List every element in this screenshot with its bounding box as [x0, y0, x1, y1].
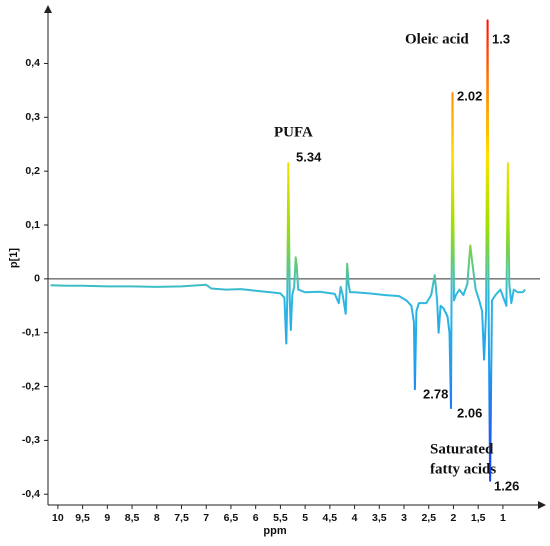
- annotation: 1.26: [494, 478, 519, 493]
- x-tick-label: 7: [203, 512, 209, 524]
- x-tick-label: 5,5: [273, 512, 288, 524]
- x-tick-label: 9,5: [75, 512, 90, 524]
- annotation: fatty acids: [430, 461, 496, 477]
- x-tick-label: 10: [52, 512, 64, 524]
- y-tick-label: -0,4: [22, 488, 40, 500]
- annotation: Saturated: [430, 441, 494, 457]
- y-tick-label: -0,1: [22, 326, 40, 338]
- x-tick-label: 1: [500, 512, 506, 524]
- y-tick-label: 0,1: [25, 219, 40, 231]
- annotation: Oleic acid: [405, 31, 469, 47]
- y-axis-arrow: [44, 5, 52, 13]
- y-tick-label: 0: [34, 273, 40, 285]
- y-tick-label: -0,2: [22, 380, 40, 392]
- x-tick-label: 7,5: [174, 512, 189, 524]
- annotation: 2.02: [457, 88, 482, 103]
- y-tick-label: 0,2: [25, 165, 40, 177]
- y-axis-label: p[1]: [8, 248, 20, 269]
- x-axis-arrow: [538, 501, 546, 509]
- x-tick-label: 9: [104, 512, 110, 524]
- annotation: 2.78: [423, 386, 448, 401]
- x-tick-label: 2: [451, 512, 457, 524]
- x-tick-label: 4,5: [323, 512, 338, 524]
- spectrum-line: [50, 19, 526, 482]
- x-tick-label: 5: [302, 512, 308, 524]
- x-tick-label: 8,5: [125, 512, 140, 524]
- x-tick-label: 2,5: [421, 512, 436, 524]
- y-tick-label: 0,3: [25, 111, 40, 123]
- x-tick-label: 3,5: [372, 512, 387, 524]
- x-tick-label: 6,5: [224, 512, 239, 524]
- x-tick-label: 1,5: [471, 512, 486, 524]
- x-axis-label: ppm: [263, 525, 286, 537]
- x-tick-label: 4: [352, 512, 358, 524]
- annotation: 5.34: [296, 149, 322, 164]
- x-tick-label: 3: [401, 512, 407, 524]
- y-tick-label: -0,3: [22, 434, 40, 446]
- y-tick-label: 0,4: [25, 57, 40, 69]
- annotation: 1.3: [492, 31, 510, 46]
- annotation: 2.06: [457, 405, 482, 420]
- annotation: PUFA: [274, 124, 313, 140]
- x-tick-label: 8: [154, 512, 160, 524]
- x-tick-label: 6: [253, 512, 259, 524]
